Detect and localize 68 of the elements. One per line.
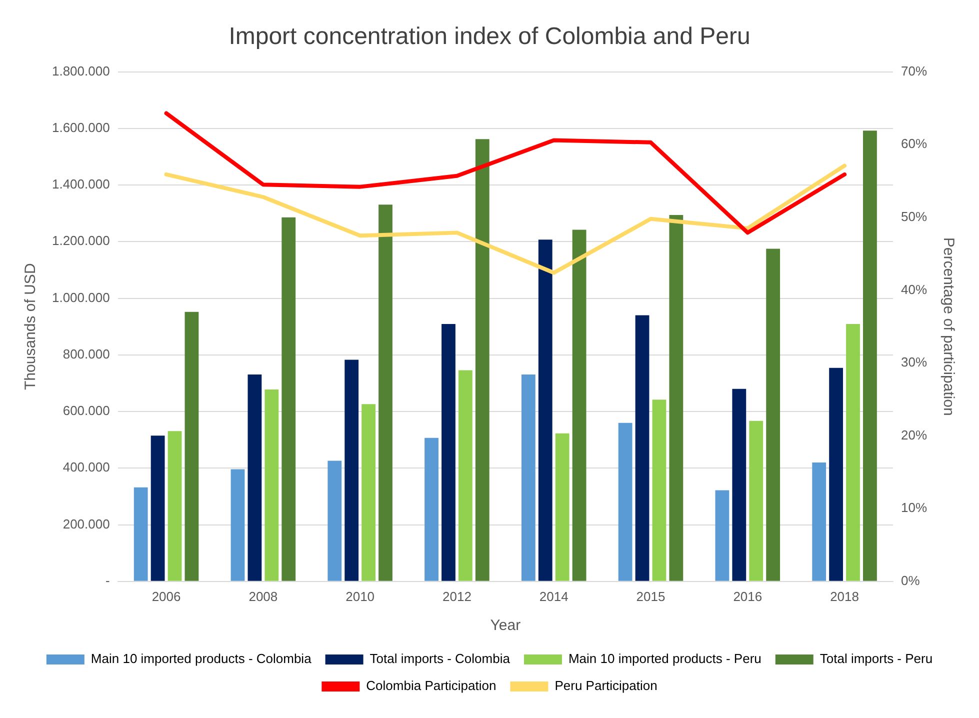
x-tick-label: 2018 (830, 588, 859, 604)
y-tick-label: 1.000.000 (52, 290, 110, 305)
y2-tick-label: 0% (900, 572, 920, 588)
y2-tick-label: 40% (900, 282, 928, 297)
bar (846, 324, 860, 581)
bar (635, 315, 650, 581)
x-tick-label: 2012 (442, 588, 472, 604)
bar (134, 487, 148, 581)
bar (442, 324, 456, 581)
y-tick-label: 1.600.000 (52, 120, 110, 135)
x-tick-label: 2016 (733, 588, 762, 604)
x-tick-label: 2015 (636, 588, 666, 604)
legend-label: Total imports - Colombia (370, 651, 511, 666)
bar (168, 431, 182, 581)
bar (652, 400, 666, 581)
y2-axis-title: Percentage of participation (940, 237, 957, 416)
y-tick-label: - (105, 572, 110, 588)
bar (184, 312, 199, 581)
y2-tick-label: 10% (900, 500, 928, 516)
y2-tick-label: 30% (900, 354, 928, 370)
y2-tick-label: 50% (900, 208, 928, 224)
bar (715, 490, 730, 581)
bar (829, 368, 844, 581)
legend-label: Peru Participation (554, 678, 658, 694)
y-axis-title: Thousands of USD (22, 263, 40, 390)
y-tick-label: 1.400.000 (52, 176, 110, 192)
bar (150, 436, 165, 581)
x-tick-label: 2014 (539, 588, 568, 604)
bar (812, 462, 826, 581)
bar (248, 374, 262, 581)
y-tick-label: 800.000 (62, 346, 110, 362)
bar (475, 139, 490, 581)
bar (555, 433, 570, 581)
bar (328, 460, 342, 581)
bar (230, 469, 245, 581)
legend-label: Main 10 imported products - Colombia (90, 651, 312, 666)
bar (424, 438, 438, 581)
bar (282, 217, 296, 581)
bar (538, 240, 552, 581)
bar (863, 130, 877, 581)
bar (618, 422, 632, 581)
chart-title: Import concentration index of Colombia and Peru (228, 23, 750, 50)
bar (362, 404, 376, 581)
y2-tick-label: 70% (900, 63, 928, 78)
legend-label: Colombia Participation (366, 678, 496, 694)
bar (458, 370, 472, 581)
x-tick-label: 2010 (346, 588, 375, 604)
bar (732, 388, 746, 581)
y-tick-label: 600.000 (62, 403, 110, 418)
y-tick-label: 1.200.000 (52, 233, 110, 248)
legend-label: Main 10 imported products - Peru (568, 651, 762, 666)
bar (521, 374, 536, 581)
x-axis-title: Year (490, 617, 521, 634)
y2-tick-label: 20% (900, 427, 928, 442)
bar (378, 204, 392, 581)
y2-tick-label: 60% (900, 136, 928, 152)
bar (264, 389, 279, 581)
y-tick-label: 200.000 (62, 516, 110, 532)
y-tick-label: 400.000 (62, 460, 110, 475)
x-tick-label: 2008 (248, 588, 278, 604)
y-tick-label: 1.800.000 (52, 63, 110, 78)
bar (572, 230, 586, 581)
bar (766, 248, 780, 581)
bar (344, 360, 359, 581)
bar (749, 420, 764, 581)
x-tick-label: 2006 (152, 588, 181, 604)
bar (669, 215, 684, 581)
legend-label: Total imports - Peru (820, 651, 933, 666)
